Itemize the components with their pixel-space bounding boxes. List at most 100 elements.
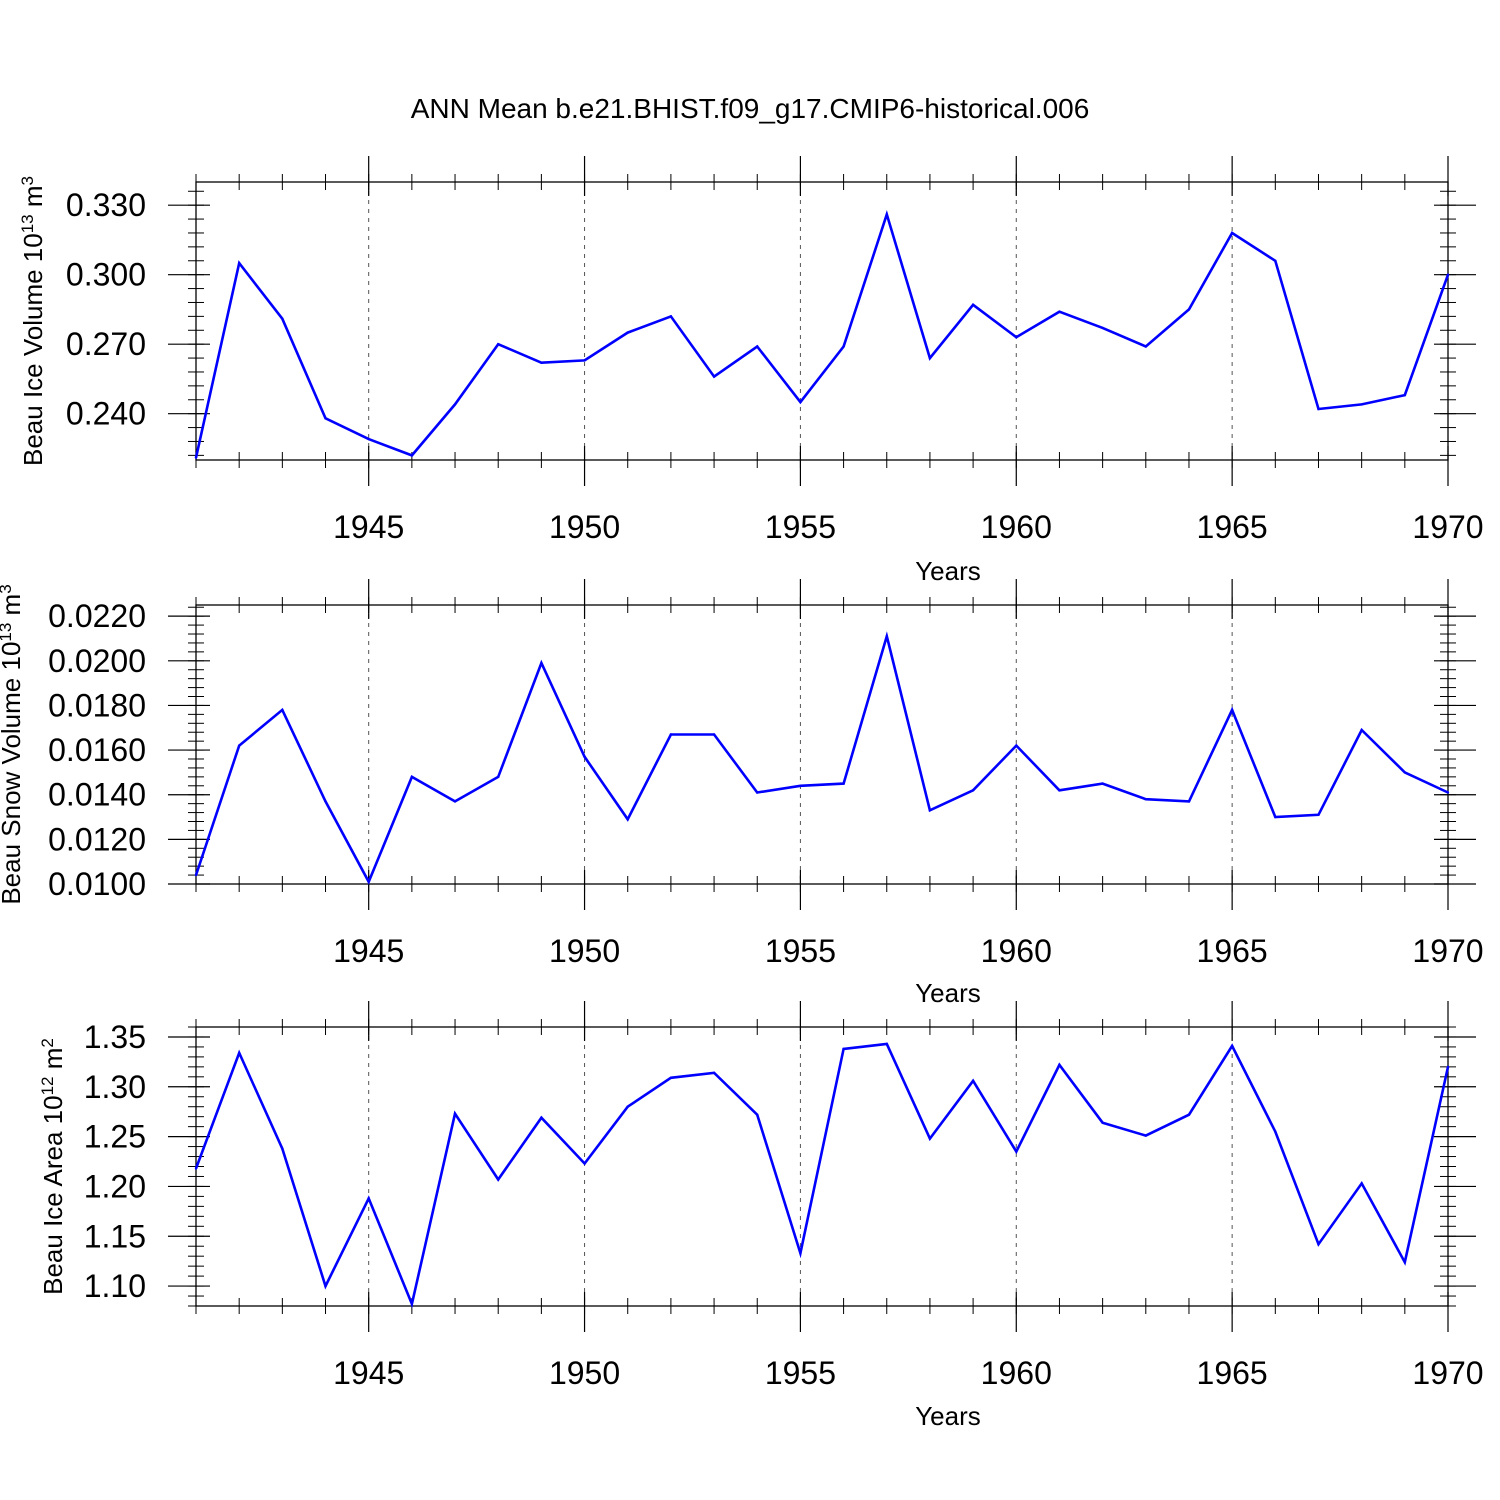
y-axis-label-unit: m bbox=[0, 594, 26, 623]
data-point bbox=[712, 1071, 716, 1075]
data-point bbox=[1317, 813, 1320, 817]
y-tick-label: 0.0200 bbox=[48, 643, 146, 679]
data-point bbox=[1360, 1182, 1363, 1185]
panels: 1945 1950 1955 1960 1965 1970 0.240 0.270 0.300 0… bbox=[0, 156, 1484, 1431]
data-point bbox=[410, 454, 414, 457]
y-axis-label-unit-exponent: 3 bbox=[0, 584, 15, 593]
chart-panel-ice-area: 1945 1950 1955 1960 1965 1970 1.10 1.15 1.20 1.25… bbox=[38, 1001, 1484, 1431]
data-point bbox=[712, 733, 716, 736]
x-tick-label: 1970 bbox=[1412, 509, 1483, 545]
data-point bbox=[756, 1113, 759, 1116]
x-tick-label: 1965 bbox=[1197, 933, 1268, 969]
data-point bbox=[194, 1167, 198, 1170]
data-point bbox=[497, 775, 500, 779]
data-point bbox=[712, 375, 716, 378]
data-point bbox=[1015, 1150, 1018, 1153]
data-point bbox=[626, 1105, 629, 1108]
x-tick-label: 1950 bbox=[549, 1355, 620, 1391]
data-point bbox=[1058, 310, 1061, 313]
x-tick-label: 1950 bbox=[549, 509, 620, 545]
y-tick-label: 1.30 bbox=[84, 1069, 146, 1105]
y-axis-label-unit-exponent: 2 bbox=[38, 1038, 57, 1047]
data-point bbox=[583, 755, 586, 758]
data-point bbox=[194, 456, 198, 459]
x-tick-label: 1965 bbox=[1197, 1355, 1268, 1391]
data-point bbox=[583, 1162, 586, 1165]
data-point bbox=[540, 361, 543, 364]
data-point bbox=[626, 331, 629, 334]
data-point bbox=[669, 315, 673, 318]
data-point bbox=[1187, 308, 1191, 311]
data-point bbox=[1317, 1243, 1320, 1246]
y-axis-label-exponent: 13 bbox=[18, 214, 37, 233]
series-line bbox=[194, 1042, 1450, 1309]
y-axis-label-text: Beau Ice Area 10 bbox=[38, 1095, 68, 1294]
data-point bbox=[842, 1047, 845, 1051]
y-axis-label: Beau Ice Volume 1013 m3 bbox=[18, 176, 49, 466]
data-point bbox=[1446, 791, 1450, 794]
x-tick-label: 1970 bbox=[1412, 1355, 1483, 1391]
data-point bbox=[1274, 815, 1277, 819]
data-point bbox=[1446, 273, 1450, 276]
chart-panel-ice-volume: 1945 1950 1955 1960 1965 1970 0.240 0.270 0.300 0… bbox=[18, 156, 1484, 586]
y-axis-label: Beau Ice Area 1012 m2 bbox=[38, 1038, 69, 1295]
data-point bbox=[1446, 1065, 1450, 1069]
data-point bbox=[1274, 259, 1277, 262]
y-tick-label: 0.0180 bbox=[48, 687, 146, 723]
y-tick-label: 1.20 bbox=[84, 1168, 146, 1204]
data-point bbox=[453, 1112, 457, 1115]
data-point bbox=[1360, 403, 1363, 406]
data-point bbox=[1360, 728, 1363, 732]
data-point bbox=[367, 880, 370, 883]
x-tick-label: 1960 bbox=[981, 1355, 1052, 1391]
x-tick-label: 1955 bbox=[765, 509, 836, 545]
data-point bbox=[1317, 407, 1320, 411]
y-tick-label: 0.0140 bbox=[48, 777, 146, 813]
data-point bbox=[1403, 1260, 1407, 1264]
data-point bbox=[237, 261, 241, 265]
data-point bbox=[540, 1116, 543, 1119]
data-point bbox=[1230, 708, 1234, 712]
y-axis-label-text: Beau Snow Volume 10 bbox=[0, 642, 26, 905]
y-tick-label: 0.270 bbox=[66, 326, 146, 362]
y-tick-label: 1.35 bbox=[84, 1019, 146, 1055]
series-line bbox=[194, 631, 1449, 885]
data-point bbox=[237, 1051, 241, 1055]
data-point bbox=[669, 1076, 673, 1080]
plot-frame bbox=[195, 604, 1449, 885]
data-point bbox=[194, 873, 198, 877]
data-point bbox=[1058, 1063, 1061, 1067]
y-axis-label-unit-exponent: 3 bbox=[18, 176, 37, 185]
data-point bbox=[626, 818, 629, 821]
data-point bbox=[324, 1284, 327, 1288]
x-axis-label: Years bbox=[915, 978, 981, 1008]
series-line bbox=[194, 210, 1450, 458]
data-point bbox=[1230, 1044, 1234, 1048]
data-point bbox=[928, 356, 932, 360]
x-tick-label: 1955 bbox=[765, 1355, 836, 1391]
data-point bbox=[885, 1042, 888, 1046]
y-axis-label-exponent: 13 bbox=[0, 623, 15, 642]
y-tick-label: 1.10 bbox=[84, 1268, 146, 1304]
x-tick-label: 1960 bbox=[981, 509, 1052, 545]
data-point bbox=[799, 1251, 802, 1255]
plot-frame bbox=[195, 1026, 1449, 1307]
data-point bbox=[410, 775, 414, 779]
data-point bbox=[453, 403, 457, 406]
x-tick-label: 1960 bbox=[981, 933, 1052, 969]
data-point bbox=[1101, 1121, 1104, 1124]
y-tick-label: 1.15 bbox=[84, 1218, 146, 1254]
data-point bbox=[324, 800, 327, 803]
x-tick-label: 1945 bbox=[333, 509, 404, 545]
y-tick-label: 0.0220 bbox=[48, 598, 146, 634]
data-point bbox=[281, 1147, 284, 1150]
data-point bbox=[928, 809, 932, 812]
figure-title: ANN Mean b.e21.BHIST.f09_g17.CMIP6-histo… bbox=[411, 93, 1090, 124]
data-point bbox=[540, 661, 543, 665]
x-tick-label: 1950 bbox=[549, 933, 620, 969]
data-point bbox=[497, 342, 500, 346]
data-point bbox=[1144, 345, 1147, 348]
data-point bbox=[971, 789, 975, 792]
x-tick-label: 1955 bbox=[765, 933, 836, 969]
data-point bbox=[928, 1137, 932, 1140]
